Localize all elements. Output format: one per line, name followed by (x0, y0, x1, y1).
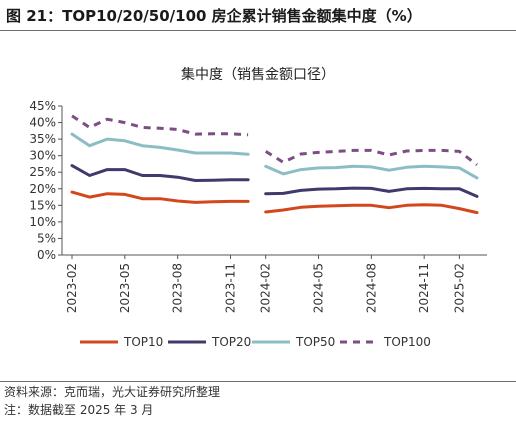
x-tick-label: 2023-08 (171, 263, 185, 313)
data-date-note: 注：数据截至 2025 年 3 月 (4, 403, 154, 417)
series-line-top50-part2 (264, 164, 479, 180)
x-tick-label: 2025-02 (452, 263, 466, 313)
x-tick-label: 2024-08 (364, 263, 378, 313)
legend-label-top100: TOP100 (383, 335, 431, 349)
x-tick-label: 2024-11 (417, 263, 431, 313)
y-tick-label: 25% (29, 165, 56, 179)
x-tick-label: 2023-02 (65, 263, 79, 313)
series-line-top10-part2 (264, 203, 479, 215)
figure-title: 图 21：TOP10/20/50/100 房企累计销售金额集中度（%） (6, 7, 422, 25)
legend-label-top20: TOP20 (211, 335, 251, 349)
y-tick-label: 15% (29, 198, 56, 212)
series-line-top20-part2 (264, 186, 479, 198)
y-tick-label: 35% (29, 132, 56, 146)
y-tick-label: 20% (29, 182, 56, 196)
y-tick-label: 45% (29, 99, 56, 113)
y-tick-label: 0% (37, 248, 56, 262)
y-tick-label: 40% (29, 116, 56, 130)
x-tick-label: 2023-05 (118, 263, 132, 313)
y-tick-label: 30% (29, 149, 56, 163)
top-rule (0, 30, 516, 31)
series-line-top100-part1 (71, 114, 249, 137)
series-line-top10-part1 (70, 190, 250, 204)
chart-container: 集中度（销售金额口径） 0% 5% 10% 15% 20% 25% 30% 35% 40% 45% 2… (0, 36, 516, 376)
legend-label-top10: TOP10 (123, 335, 163, 349)
legend-label-top50: TOP50 (295, 335, 335, 349)
x-tick-label: 2024-02 (259, 263, 273, 313)
x-tick-label: 2024-05 (312, 263, 326, 313)
chart-title: 集中度（销售金额口径） (181, 66, 335, 83)
y-tick-label: 5% (37, 231, 56, 245)
concentration-line-chart: 集中度（销售金额口径） 0% 5% 10% 15% 20% 25% 30% 35% 40% 45% 2… (29, 66, 487, 349)
series-line-top100-part2 (264, 148, 478, 167)
bottom-rule (0, 381, 516, 382)
y-tick-label: 10% (29, 215, 56, 229)
x-tick-label: 2023-11 (223, 263, 237, 313)
series-line-top20-part1 (70, 164, 250, 182)
source-note: 资料来源：克而瑞，光大证券研究所整理 (4, 385, 221, 399)
series-line-top50-part1 (70, 132, 250, 156)
